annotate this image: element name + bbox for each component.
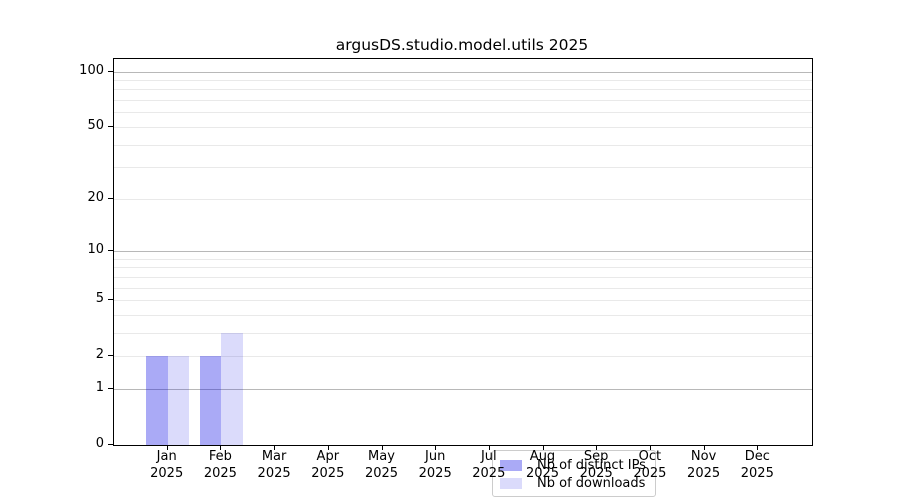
x-tick-label-feb: Feb 2025 [203,449,237,481]
x-tick-label-jan: Jan 2025 [150,449,184,481]
x-tick-mark-apr [327,445,329,450]
x-tick-label-may: May 2025 [364,449,399,481]
plot-area: Nb of distinct IPs Nb of downloads [113,58,813,497]
x-tick-label-mar: Mar 2025 [257,449,291,481]
y-tick-mark-20 [108,197,113,199]
x-tick-mark-may [381,445,383,450]
y-gridline-minor-2 [114,356,812,358]
x-tick-mark-mar [274,445,276,450]
x-tick-mark-jul [488,445,490,450]
y-tick-mark-0 [108,444,113,445]
x-tick-label-apr: Apr 2025 [311,449,345,481]
y-tick-mark-100 [108,70,113,72]
y-gridline-minor-7 [114,276,812,278]
x-tick-mark-dec [757,445,759,450]
x-tick-label-jul: Jul 2025 [472,449,506,481]
chart-title: argusDS.studio.model.utils 2025 [335,36,589,54]
y-gridline-minor-8 [114,267,812,269]
y-tick-mark-50 [108,125,113,127]
x-tick-mark-aug [542,445,544,450]
y-tick-mark-10 [108,250,113,251]
x-tick-mark-jun [435,445,437,450]
legend-label-distinct-ips: Nb of distinct IPs [537,457,646,473]
y-gridline-minor-40 [114,144,812,146]
y-tick-label-50: 50 [87,117,104,133]
x-tick-mark-sep [596,445,598,450]
x-tick-mark-jan [166,445,168,450]
y-tick-mark-5 [108,299,113,300]
y-tick-label-2: 2 [95,347,104,363]
y-gridline-minor-3 [114,332,812,334]
y-tick-label-10: 10 [87,242,104,257]
y-tick-label-100: 100 [79,62,104,78]
y-gridline-minor-90 [114,80,812,81]
y-gridline-minor-70 [114,100,812,102]
bar-jan-nb-of-downloads [167,356,190,445]
x-tick-mark-feb [220,445,222,450]
x-tick-mark-oct [649,445,651,450]
bar-feb-nb-of-downloads [221,332,243,445]
y-tick-label-20: 20 [87,189,104,205]
legend-swatch-downloads-icon [500,477,522,489]
y-gridline-minor-20 [114,198,812,200]
legend-label-downloads: Nb of downloads [537,475,646,491]
y-tick-label-0: 0 [95,436,104,451]
y-gridline-minor-9 [114,258,812,260]
bar-jan-nb-of-distinct-ips [146,356,168,445]
y-tick-mark-2 [108,355,113,357]
y-gridline-minor-30 [114,167,812,169]
y-tick-label-1: 1 [95,379,104,395]
y-gridline-minor-5 [114,300,812,301]
y-tick-label-5: 5 [95,291,104,306]
x-tick-label-jun: Jun 2025 [418,449,452,481]
bar-feb-nb-of-distinct-ips [199,356,222,445]
legend-swatch-distinct-ips-icon [500,459,522,471]
x-tick-label-dec: Dec 2025 [740,449,774,481]
legend: Nb of distinct IPs Nb of downloads [492,450,656,497]
x-tick-label-nov: Nov 2025 [687,449,721,481]
legend-entry-distinct-ips: Nb of distinct IPs [500,456,646,474]
x-tick-mark-nov [703,445,705,450]
y-gridline-minor-60 [114,112,812,114]
y-gridline-major-100 [114,71,812,73]
x-tick-label-oct: Oct 2025 [633,449,667,481]
y-tick-mark-1 [108,387,113,389]
y-gridline-minor-6 [114,287,812,289]
y-gridline-major-10 [114,251,812,252]
y-gridline-minor-50 [114,126,812,128]
legend-entry-downloads: Nb of downloads [500,474,646,492]
x-tick-label-sep: Sep 2025 [579,449,613,481]
y-gridline-minor-80 [114,89,812,91]
y-gridline-major-1 [114,388,812,390]
x-tick-label-aug: Aug 2025 [525,449,560,481]
y-gridline-minor-4 [114,314,812,316]
